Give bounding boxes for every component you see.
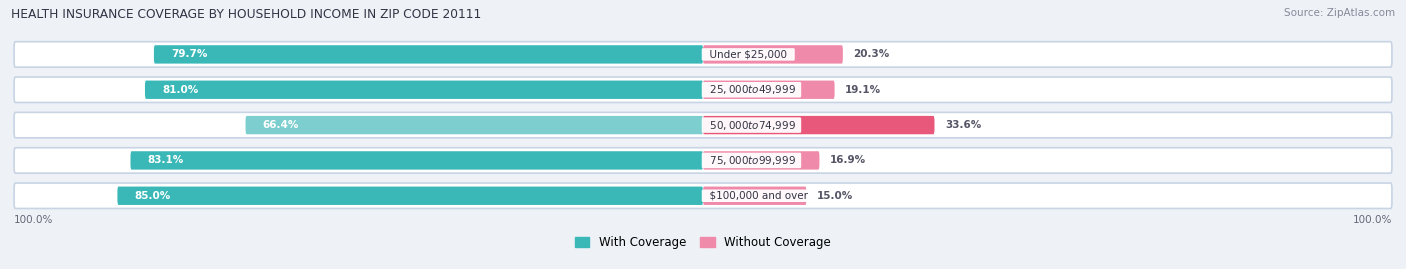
Text: $100,000 and over: $100,000 and over <box>703 191 814 201</box>
FancyBboxPatch shape <box>14 148 1392 173</box>
Text: 20.3%: 20.3% <box>853 49 890 59</box>
Text: 100.0%: 100.0% <box>14 215 53 225</box>
FancyBboxPatch shape <box>131 151 703 170</box>
Text: 15.0%: 15.0% <box>817 191 853 201</box>
Text: 81.0%: 81.0% <box>162 85 198 95</box>
FancyBboxPatch shape <box>703 45 842 63</box>
Text: Under $25,000: Under $25,000 <box>703 49 793 59</box>
Text: $50,000 to $74,999: $50,000 to $74,999 <box>703 119 800 132</box>
FancyBboxPatch shape <box>703 151 820 170</box>
FancyBboxPatch shape <box>14 183 1392 208</box>
FancyBboxPatch shape <box>14 42 1392 67</box>
FancyBboxPatch shape <box>117 187 703 205</box>
Text: 66.4%: 66.4% <box>263 120 299 130</box>
Text: $25,000 to $49,999: $25,000 to $49,999 <box>703 83 800 96</box>
FancyBboxPatch shape <box>14 112 1392 138</box>
Text: 83.1%: 83.1% <box>148 155 184 165</box>
Text: 33.6%: 33.6% <box>945 120 981 130</box>
FancyBboxPatch shape <box>153 45 703 63</box>
FancyBboxPatch shape <box>246 116 703 134</box>
FancyBboxPatch shape <box>14 77 1392 102</box>
Text: Source: ZipAtlas.com: Source: ZipAtlas.com <box>1284 8 1395 18</box>
Legend: With Coverage, Without Coverage: With Coverage, Without Coverage <box>575 236 831 249</box>
Text: 79.7%: 79.7% <box>172 49 208 59</box>
Text: $75,000 to $99,999: $75,000 to $99,999 <box>703 154 800 167</box>
FancyBboxPatch shape <box>145 80 703 99</box>
FancyBboxPatch shape <box>703 80 835 99</box>
FancyBboxPatch shape <box>703 116 935 134</box>
FancyBboxPatch shape <box>703 187 807 205</box>
Text: 19.1%: 19.1% <box>845 85 882 95</box>
Text: 85.0%: 85.0% <box>135 191 172 201</box>
Text: 100.0%: 100.0% <box>1353 215 1392 225</box>
Text: HEALTH INSURANCE COVERAGE BY HOUSEHOLD INCOME IN ZIP CODE 20111: HEALTH INSURANCE COVERAGE BY HOUSEHOLD I… <box>11 8 481 21</box>
Text: 16.9%: 16.9% <box>830 155 866 165</box>
